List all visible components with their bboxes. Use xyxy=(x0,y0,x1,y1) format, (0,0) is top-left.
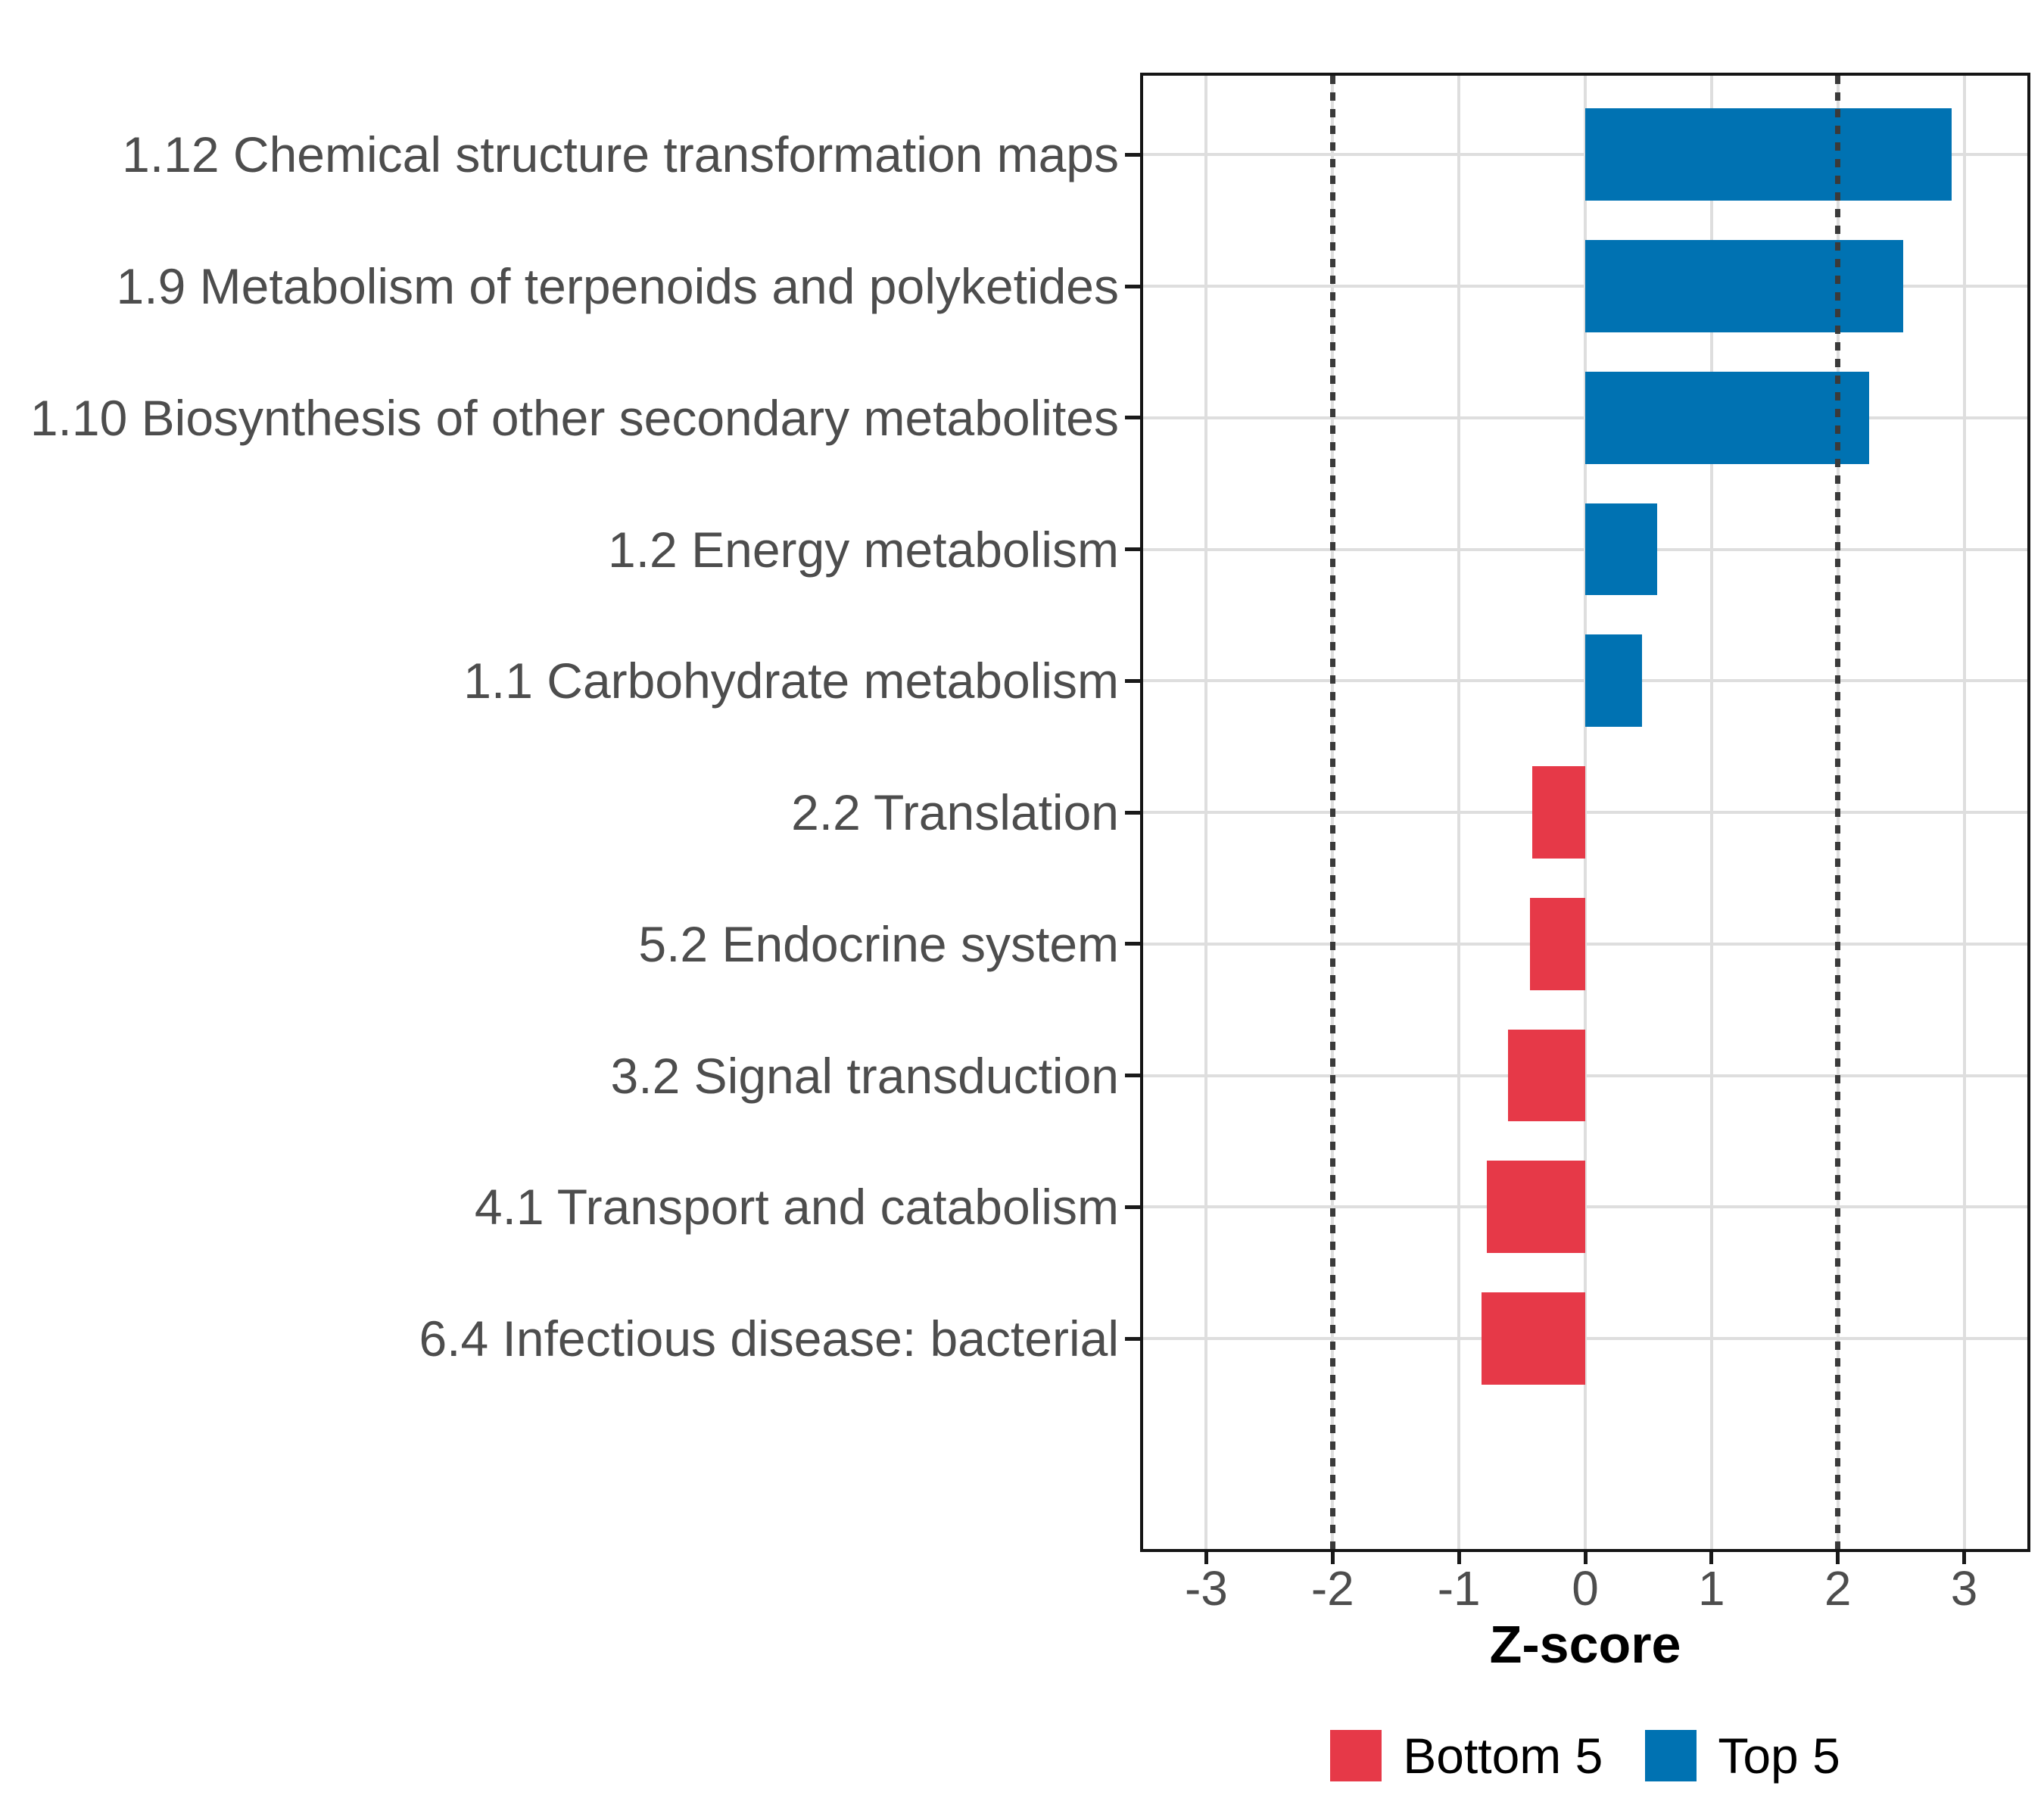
y-tick-label: 5.2 Endocrine system xyxy=(638,915,1119,972)
legend-label: Top 5 xyxy=(1718,1728,1840,1784)
legend-item: Bottom 5 xyxy=(1330,1729,1603,1782)
y-axis-tick xyxy=(1125,678,1140,683)
bar-bottom5 xyxy=(1531,766,1585,859)
y-tick-label: 1.10 Biosynthesis of other secondary met… xyxy=(30,389,1119,446)
bar-bottom5 xyxy=(1529,897,1585,990)
legend-swatch xyxy=(1330,1730,1382,1781)
reference-line xyxy=(1329,76,1335,1549)
y-tick-label: 1.12 Chemical structure transformation m… xyxy=(122,126,1119,183)
grid-line-horizontal xyxy=(1143,811,2027,814)
y-axis-tick xyxy=(1125,284,1140,288)
bar-top5 xyxy=(1585,634,1643,728)
x-axis-tick xyxy=(1962,1552,1967,1564)
reference-line xyxy=(1835,76,1841,1549)
legend-label: Bottom 5 xyxy=(1403,1728,1603,1784)
y-tick-label: 1.9 Metabolism of terpenoids and polyket… xyxy=(116,258,1119,314)
y-axis-tick xyxy=(1125,547,1140,551)
x-tick-label: 0 xyxy=(1572,1561,1599,1616)
x-tick-label: 1 xyxy=(1698,1561,1725,1616)
y-axis-tick xyxy=(1125,152,1140,157)
grid-line-horizontal xyxy=(1143,1074,2027,1077)
x-axis-tick xyxy=(1330,1552,1335,1564)
legend: Bottom 5 Top 5 xyxy=(1143,1729,2027,1782)
y-axis-tick xyxy=(1125,942,1140,946)
x-axis-tick xyxy=(1583,1552,1588,1564)
y-tick-label: 4.1 Transport and catabolism xyxy=(474,1179,1119,1236)
x-tick-label: 2 xyxy=(1824,1561,1852,1616)
y-axis-tick xyxy=(1125,1074,1140,1077)
x-tick-label: -2 xyxy=(1310,1561,1354,1616)
y-axis-tick xyxy=(1125,416,1140,420)
x-axis-tick xyxy=(1836,1552,1840,1564)
x-axis-tick xyxy=(1204,1552,1208,1564)
y-axis-tick xyxy=(1125,810,1140,815)
x-tick-label: -1 xyxy=(1437,1561,1481,1616)
y-tick-label: 3.2 Signal transduction xyxy=(610,1047,1119,1104)
y-axis-tick xyxy=(1125,1205,1140,1209)
bar-bottom5 xyxy=(1486,1161,1585,1254)
bar-bottom5 xyxy=(1482,1292,1585,1385)
grid-line-horizontal xyxy=(1143,1337,2027,1340)
y-tick-label: 6.4 Infectious disease: bacterial xyxy=(419,1311,1119,1367)
x-axis-title: Z-score xyxy=(1489,1615,1681,1674)
x-tick-label: 3 xyxy=(1950,1561,1978,1616)
legend-swatch xyxy=(1645,1730,1697,1781)
bar-top5 xyxy=(1585,108,1952,201)
plot-panel xyxy=(1143,76,2027,1549)
bar-top5 xyxy=(1585,503,1658,596)
x-axis-tick xyxy=(1709,1552,1714,1564)
grid-line-horizontal xyxy=(1143,1205,2027,1209)
x-axis-tick xyxy=(1457,1552,1461,1564)
y-tick-label: 1.1 Carbohydrate metabolism xyxy=(463,653,1119,709)
legend-item: Top 5 xyxy=(1645,1729,1840,1782)
grid-line-horizontal xyxy=(1143,942,2027,946)
y-axis-tick xyxy=(1125,1336,1140,1341)
x-tick-label: -3 xyxy=(1184,1561,1228,1616)
y-tick-label: 2.2 Translation xyxy=(791,784,1119,840)
bar-top5 xyxy=(1585,371,1870,464)
y-tick-label: 1.2 Energy metabolism xyxy=(608,521,1119,578)
bar-bottom5 xyxy=(1508,1029,1585,1122)
bar-top5 xyxy=(1585,240,1904,332)
